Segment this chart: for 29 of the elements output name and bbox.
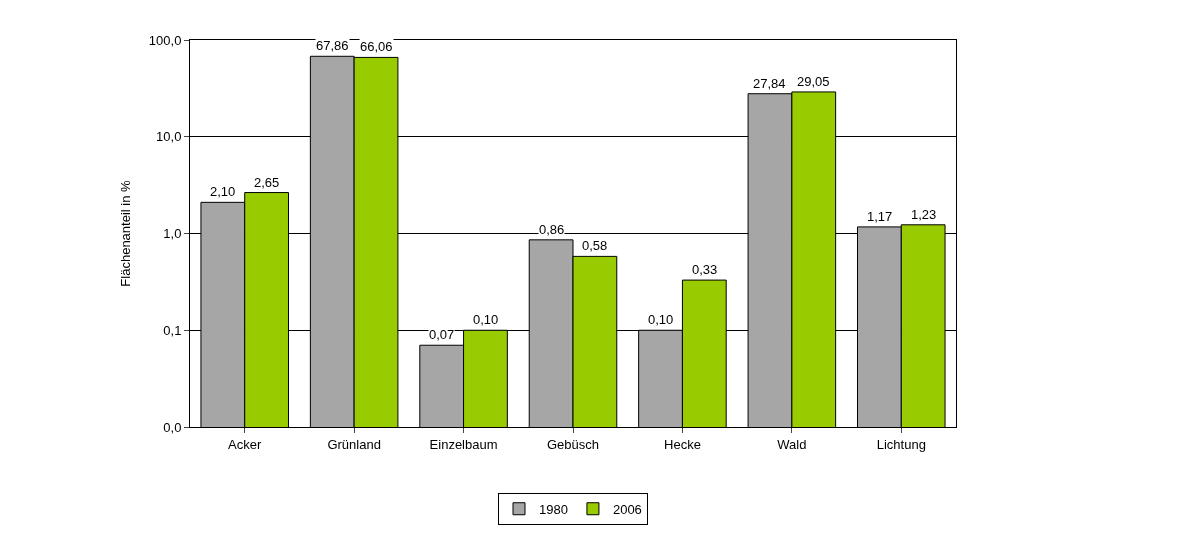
x-tick-label: Wald [777,436,807,452]
data-label: 2,10 [210,184,236,199]
data-label: 0,07 [429,327,455,342]
y-tick-label: 100,0 [148,32,182,48]
y-tick-label: 10,0 [156,129,182,145]
data-label: 0,10 [473,312,499,327]
data-label: 1,17 [867,209,893,224]
y-axis-title: Flächenanteil in % [117,179,133,287]
x-tick-label: Lichtung [876,436,926,452]
x-tick-label: Einzelbaum [429,436,498,452]
legend-label: 1980 [539,501,568,517]
y-tick-label: 0,0 [163,419,182,435]
data-label: 27,84 [753,76,786,91]
data-label: 66,06 [360,39,393,54]
x-tick-label: Acker [228,436,262,452]
data-label: 0,10 [648,312,674,327]
legend-label: 2006 [612,501,642,517]
x-tick-label: Gebüsch [546,436,600,452]
data-label: 2,65 [254,175,280,190]
y-tick-label: 0,1 [163,322,182,338]
x-tick-label: Hecke [664,436,701,452]
data-label: 29,05 [797,74,830,89]
data-label: 0,86 [539,222,565,237]
data-label: 1,23 [911,207,937,222]
data-label: 0,33 [692,262,718,277]
x-tick-label: Grünland [327,436,381,452]
data-label: 0,58 [582,238,608,253]
y-tick-label: 1,0 [163,226,182,242]
data-label: 67,86 [316,38,349,53]
